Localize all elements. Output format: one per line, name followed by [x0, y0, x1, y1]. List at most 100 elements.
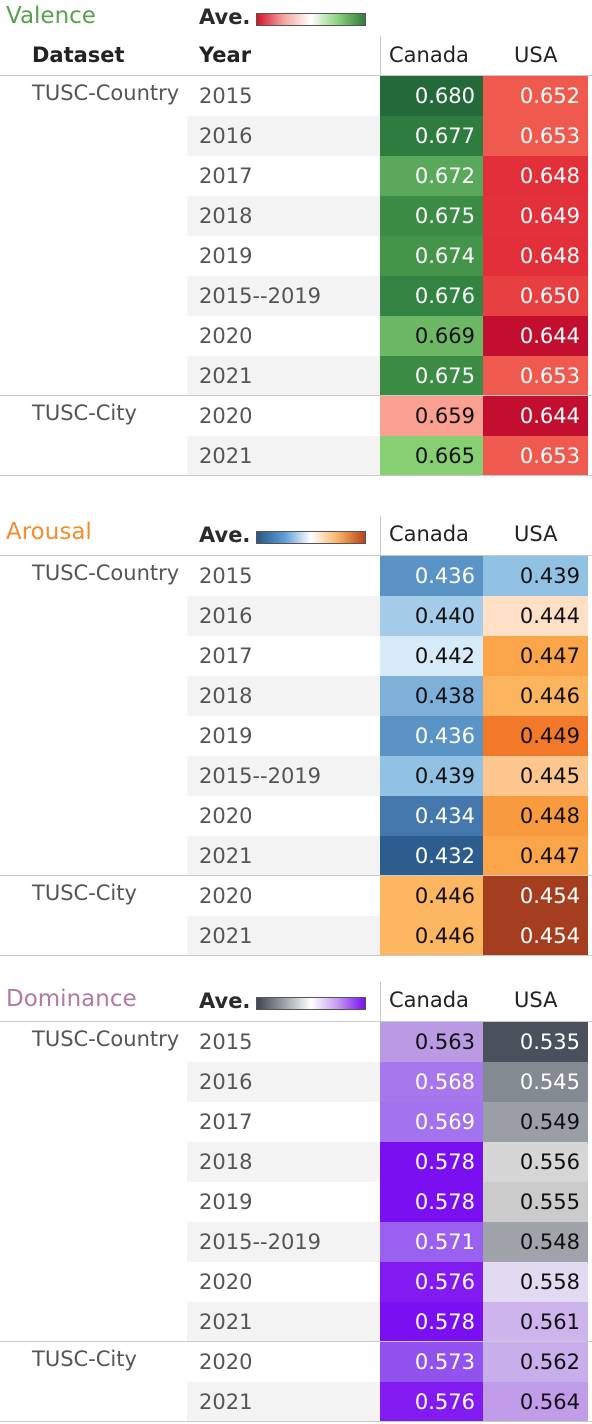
arousal-year-label: 2016 — [199, 604, 253, 628]
arousal-canada-cell: 0.434 — [380, 796, 483, 836]
valence-canada-cell: 0.674 — [380, 236, 483, 276]
dominance-canada-cell: 0.568 — [380, 1062, 483, 1102]
valence-year-label: 2020 — [199, 324, 253, 348]
arousal-year-label: 2020 — [199, 884, 253, 908]
valence-legend-label: Ave. — [199, 5, 251, 29]
dataset-header: Dataset — [32, 43, 125, 67]
arousal-usa-cell: 0.446 — [483, 676, 588, 716]
dominance-usa-cell: 0.535 — [483, 1022, 588, 1062]
valence-year-label: 2019 — [199, 244, 253, 268]
valence-panel: Valence Ave. Dataset Year Canada USA TUS… — [0, 0, 592, 476]
arousal-panel: Arousal Ave. Canada USA TUSC-Country 2015… — [0, 516, 592, 956]
dominance-canada-cell: 0.573 — [380, 1342, 483, 1382]
valence-canada-cell: 0.675 — [380, 196, 483, 236]
arousal-column-divider — [380, 516, 381, 556]
dominance-group-divider — [0, 1421, 592, 1422]
arousal-group-divider — [0, 955, 592, 956]
dominance-column-divider — [380, 982, 381, 1022]
arousal-usa-cell: 0.439 — [483, 556, 588, 596]
dominance-usa-cell: 0.549 — [483, 1102, 588, 1142]
arousal-usa-cell: 0.445 — [483, 756, 588, 796]
arousal-row-band — [187, 596, 381, 636]
valence-year-label: 2018 — [199, 204, 253, 228]
arousal-group-divider — [0, 875, 592, 876]
dominance-group-divider — [0, 1341, 592, 1342]
arousal-canada-cell: 0.442 — [380, 636, 483, 676]
dominance-dataset-label: TUSC-Country — [32, 1027, 180, 1051]
dominance-usa-cell: 0.564 — [483, 1382, 588, 1422]
dominance-canada-cell: 0.578 — [380, 1182, 483, 1222]
arousal-dataset-label: TUSC-City — [32, 881, 137, 905]
valence-title: Valence — [6, 3, 96, 29]
dominance-usa-cell: 0.562 — [483, 1342, 588, 1382]
valence-usa-cell: 0.648 — [483, 236, 588, 276]
dominance-canada-cell: 0.576 — [380, 1382, 483, 1422]
dominance-usa-cell: 0.558 — [483, 1262, 588, 1302]
valence-year-label: 2017 — [199, 164, 253, 188]
arousal-usa-cell: 0.448 — [483, 796, 588, 836]
valence-year-label: 2020 — [199, 404, 253, 428]
valence-usa-cell: 0.653 — [483, 356, 588, 396]
arousal-row-band — [187, 836, 381, 876]
dominance-year-label: 2020 — [199, 1350, 253, 1374]
valence-usa-cell: 0.653 — [483, 116, 588, 156]
valence-canada-cell: 0.676 — [380, 276, 483, 316]
valence-usa-cell: 0.650 — [483, 276, 588, 316]
dominance-canada-cell: 0.571 — [380, 1222, 483, 1262]
valence-row-band — [187, 356, 381, 396]
valence-row-band — [187, 196, 381, 236]
valence-canada-cell: 0.680 — [380, 76, 483, 116]
dominance-usa-cell: 0.556 — [483, 1142, 588, 1182]
arousal-year-label: 2020 — [199, 804, 253, 828]
arousal-year-label: 2018 — [199, 684, 253, 708]
dominance-usa-cell: 0.561 — [483, 1302, 588, 1342]
dominance-year-label: 2019 — [199, 1190, 253, 1214]
dominance-title: Dominance — [6, 986, 137, 1012]
dominance-canada-cell: 0.578 — [380, 1142, 483, 1182]
year-header: Year — [199, 43, 252, 67]
arousal-usa-cell: 0.447 — [483, 836, 588, 876]
dominance-row-band — [187, 1302, 381, 1342]
dominance-legend-gradient — [256, 997, 366, 1010]
arousal-header-divider — [0, 555, 592, 556]
valence-canada-cell: 0.675 — [380, 356, 483, 396]
arousal-canada-cell: 0.439 — [380, 756, 483, 796]
arousal-legend-gradient — [256, 531, 366, 544]
dominance-usa-cell: 0.548 — [483, 1222, 588, 1262]
arousal-legend-label: Ave. — [199, 523, 251, 547]
dominance-canada-cell: 0.576 — [380, 1262, 483, 1302]
dominance-usa-header: USA — [514, 988, 558, 1012]
dominance-year-label: 2017 — [199, 1110, 253, 1134]
arousal-year-label: 2015--2019 — [199, 764, 322, 788]
valence-row-band — [187, 436, 381, 476]
dominance-row-band — [187, 1382, 381, 1422]
valence-usa-cell: 0.649 — [483, 196, 588, 236]
arousal-canada-cell: 0.436 — [380, 716, 483, 756]
dominance-row-band — [187, 1222, 381, 1262]
valence-legend-gradient — [256, 13, 366, 26]
valence-canada-header: Canada — [389, 43, 469, 67]
arousal-usa-cell: 0.454 — [483, 876, 588, 916]
arousal-dataset-label: TUSC-Country — [32, 561, 180, 585]
arousal-canada-cell: 0.432 — [380, 836, 483, 876]
valence-year-label: 2015 — [199, 84, 253, 108]
arousal-title: Arousal — [6, 519, 92, 545]
arousal-canada-cell: 0.440 — [380, 596, 483, 636]
arousal-canada-cell: 0.436 — [380, 556, 483, 596]
dominance-year-label: 2018 — [199, 1150, 253, 1174]
valence-year-label: 2021 — [199, 364, 253, 388]
valence-row-band — [187, 116, 381, 156]
valence-canada-cell: 0.677 — [380, 116, 483, 156]
arousal-canada-cell: 0.446 — [380, 876, 483, 916]
arousal-usa-cell: 0.444 — [483, 596, 588, 636]
dominance-year-label: 2016 — [199, 1070, 253, 1094]
dominance-year-label: 2021 — [199, 1390, 253, 1414]
valence-year-label: 2015--2019 — [199, 284, 322, 308]
valence-group-divider — [0, 475, 592, 476]
valence-row-band — [187, 276, 381, 316]
arousal-year-label: 2015 — [199, 564, 253, 588]
arousal-canada-cell: 0.438 — [380, 676, 483, 716]
dominance-row-band — [187, 1142, 381, 1182]
dominance-year-label: 2015 — [199, 1030, 253, 1054]
